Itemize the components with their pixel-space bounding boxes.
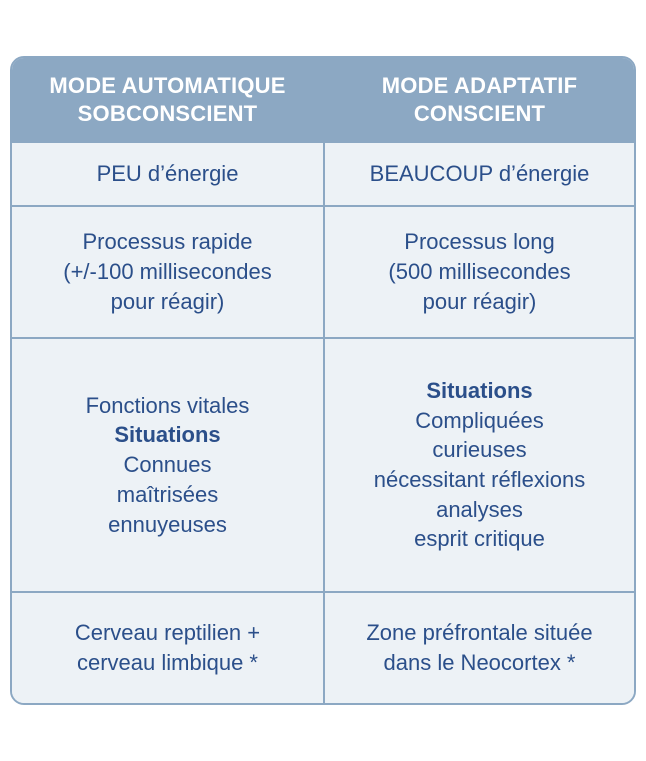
cell-situations-right: Situations Compliquées curieuses nécessi… bbox=[323, 339, 634, 591]
header-text: SOBCONSCIENT bbox=[78, 100, 258, 128]
cell-brain-left: Cerveau reptilien + cerveau limbique * bbox=[12, 593, 323, 703]
table-row: Fonctions vitales Situations Connues maî… bbox=[12, 337, 634, 591]
cell-text: (500 millisecondes bbox=[388, 257, 570, 287]
cell-energy-right: BEAUCOUP d’énergie bbox=[323, 143, 634, 205]
cell-text: esprit critique bbox=[414, 524, 545, 554]
header-col-automatic: MODE AUTOMATIQUE SOBCONSCIENT bbox=[12, 58, 323, 141]
cell-text: pour réagir) bbox=[423, 287, 537, 317]
header-text: MODE ADAPTATIF bbox=[382, 72, 577, 100]
cell-text: Connues bbox=[123, 450, 211, 480]
table-row: Processus rapide (+/-100 millisecondes p… bbox=[12, 205, 634, 337]
cell-text: maîtrisées bbox=[117, 480, 218, 510]
cell-text: Processus rapide bbox=[83, 227, 253, 257]
cell-text: Zone préfrontale située bbox=[366, 618, 592, 648]
cell-text: pour réagir) bbox=[111, 287, 225, 317]
table-header-row: MODE AUTOMATIQUE SOBCONSCIENT MODE ADAPT… bbox=[12, 58, 634, 141]
cell-energy-left: PEU d’énergie bbox=[12, 143, 323, 205]
table-row: Cerveau reptilien + cerveau limbique * Z… bbox=[12, 591, 634, 703]
cell-text: ennuyeuses bbox=[108, 510, 227, 540]
cell-text: curieuses bbox=[432, 435, 526, 465]
cell-situations-left: Fonctions vitales Situations Connues maî… bbox=[12, 339, 323, 591]
cell-text: (+/-100 millisecondes bbox=[63, 257, 271, 287]
cell-text-strong: Situations bbox=[114, 420, 220, 450]
cell-brain-right: Zone préfrontale située dans le Neocorte… bbox=[323, 593, 634, 703]
cell-text: Compliquées bbox=[415, 406, 543, 436]
cell-text: analyses bbox=[436, 495, 523, 525]
cell-text: cerveau limbique * bbox=[77, 648, 258, 678]
cell-text: Cerveau reptilien + bbox=[75, 618, 260, 648]
cell-text: dans le Neocortex * bbox=[384, 648, 576, 678]
header-text: CONSCIENT bbox=[414, 100, 545, 128]
cell-process-right: Processus long (500 millisecondes pour r… bbox=[323, 207, 634, 337]
cell-text: Processus long bbox=[404, 227, 554, 257]
cell-text-strong: Situations bbox=[426, 376, 532, 406]
cell-process-left: Processus rapide (+/-100 millisecondes p… bbox=[12, 207, 323, 337]
cell-text: PEU d’énergie bbox=[97, 159, 239, 189]
header-col-adaptive: MODE ADAPTATIF CONSCIENT bbox=[323, 58, 634, 141]
cell-text: BEAUCOUP d’énergie bbox=[370, 159, 590, 189]
cell-text: Fonctions vitales bbox=[86, 391, 250, 421]
comparison-table: MODE AUTOMATIQUE SOBCONSCIENT MODE ADAPT… bbox=[10, 56, 636, 705]
cell-text: nécessitant réflexions bbox=[374, 465, 586, 495]
table-row: PEU d’énergie BEAUCOUP d’énergie bbox=[12, 141, 634, 205]
header-text: MODE AUTOMATIQUE bbox=[49, 72, 285, 100]
